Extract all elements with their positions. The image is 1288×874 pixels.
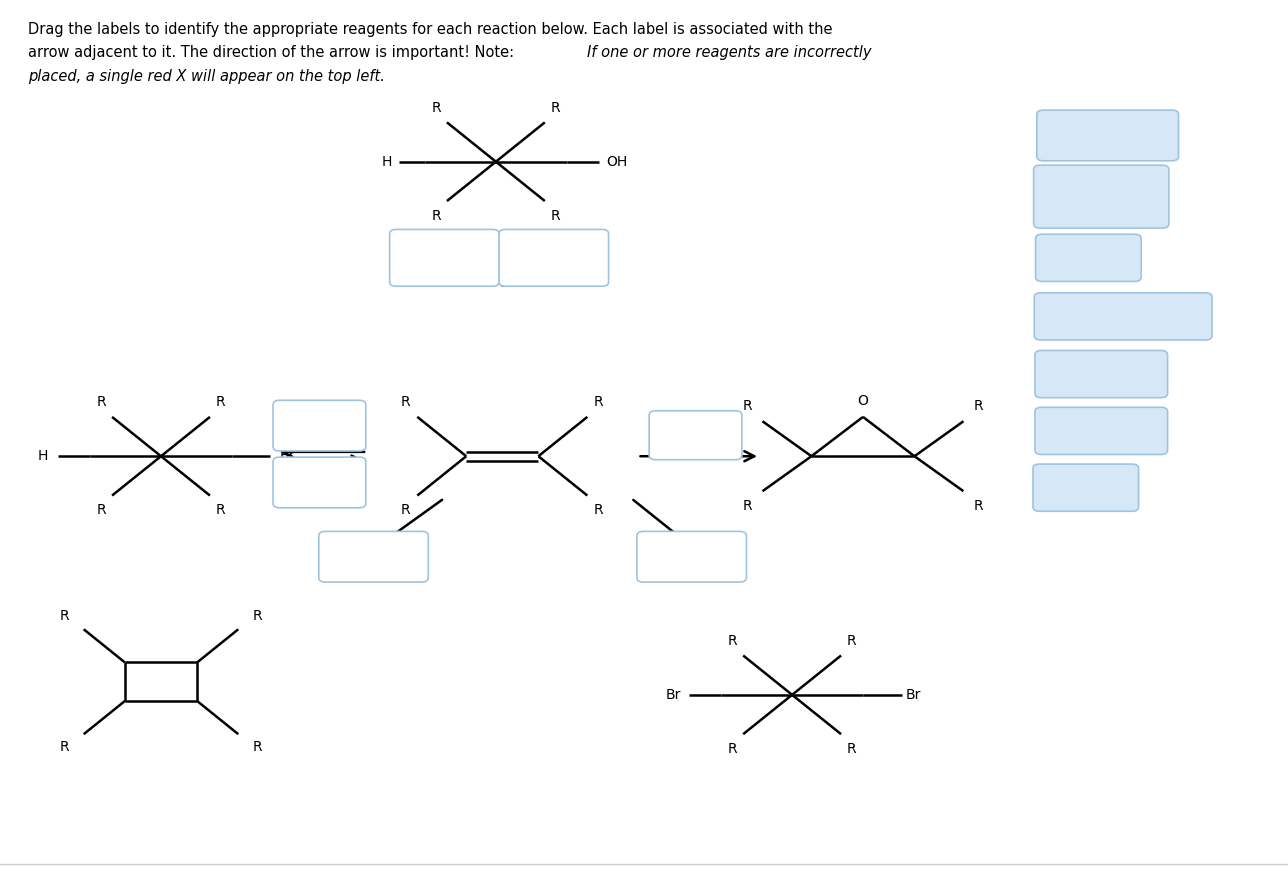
Text: R: R [550, 101, 560, 114]
Text: H$_2$SO$_4$: H$_2$SO$_4$ [1077, 180, 1126, 199]
FancyBboxPatch shape [636, 531, 747, 582]
Text: R: R [594, 503, 604, 517]
Text: heat: heat [1084, 200, 1118, 216]
FancyBboxPatch shape [500, 229, 608, 287]
Text: mCPBA: mCPBA [1073, 366, 1130, 382]
Text: R: R [550, 209, 560, 223]
Text: R: R [401, 395, 411, 409]
FancyBboxPatch shape [649, 411, 742, 460]
FancyBboxPatch shape [273, 400, 366, 451]
FancyBboxPatch shape [1034, 293, 1212, 340]
Text: R: R [974, 399, 984, 413]
Text: Br: Br [905, 688, 921, 702]
Text: arrow adjacent to it. The direction of the arrow is important! Note:: arrow adjacent to it. The direction of t… [28, 45, 519, 60]
Text: R: R [97, 395, 107, 409]
Text: Drag the labels to identify the appropriate reagents for each reaction below. Ea: Drag the labels to identify the appropri… [28, 22, 833, 37]
Text: R: R [401, 503, 411, 517]
FancyBboxPatch shape [1034, 407, 1167, 454]
Text: R: R [431, 209, 442, 223]
Text: If one or more reagents are incorrectly: If one or more reagents are incorrectly [587, 45, 872, 60]
Text: R: R [728, 742, 738, 756]
Text: R: R [252, 609, 263, 623]
Text: R: R [846, 742, 857, 756]
Text: R: R [97, 503, 107, 517]
FancyBboxPatch shape [1036, 234, 1141, 281]
FancyBboxPatch shape [1037, 110, 1179, 161]
Text: Br: Br [666, 688, 681, 702]
FancyBboxPatch shape [1033, 165, 1168, 228]
FancyBboxPatch shape [1033, 464, 1139, 511]
FancyBboxPatch shape [389, 229, 498, 287]
Text: H: H [37, 449, 48, 463]
Text: R: R [846, 634, 857, 648]
Text: R: R [215, 503, 225, 517]
Text: HBr: HBr [1074, 250, 1103, 266]
Text: R: R [728, 634, 738, 648]
Text: H: H [381, 155, 392, 169]
Text: R: R [252, 740, 263, 754]
Text: R: R [215, 395, 225, 409]
Text: R: R [742, 399, 752, 413]
Text: Br$_2$: Br$_2$ [1073, 478, 1099, 497]
Text: NaOMe: NaOMe [1074, 423, 1128, 439]
Text: R: R [974, 499, 984, 513]
FancyBboxPatch shape [273, 457, 366, 508]
FancyBboxPatch shape [1034, 350, 1167, 398]
Text: O: O [858, 394, 868, 408]
Text: H$_2$O, H$_2$SO$_4$: H$_2$O, H$_2$SO$_4$ [1078, 307, 1168, 326]
Text: Br: Br [279, 449, 295, 463]
Text: R: R [59, 740, 70, 754]
FancyBboxPatch shape [318, 531, 428, 582]
Text: R: R [594, 395, 604, 409]
Text: R: R [59, 609, 70, 623]
Text: H$_2$, Pd/C: H$_2$, Pd/C [1075, 126, 1140, 145]
Text: R: R [742, 499, 752, 513]
Text: placed, a single red X will appear on the top left.: placed, a single red X will appear on th… [28, 69, 385, 84]
Text: R: R [431, 101, 442, 114]
Text: OH: OH [607, 155, 627, 169]
